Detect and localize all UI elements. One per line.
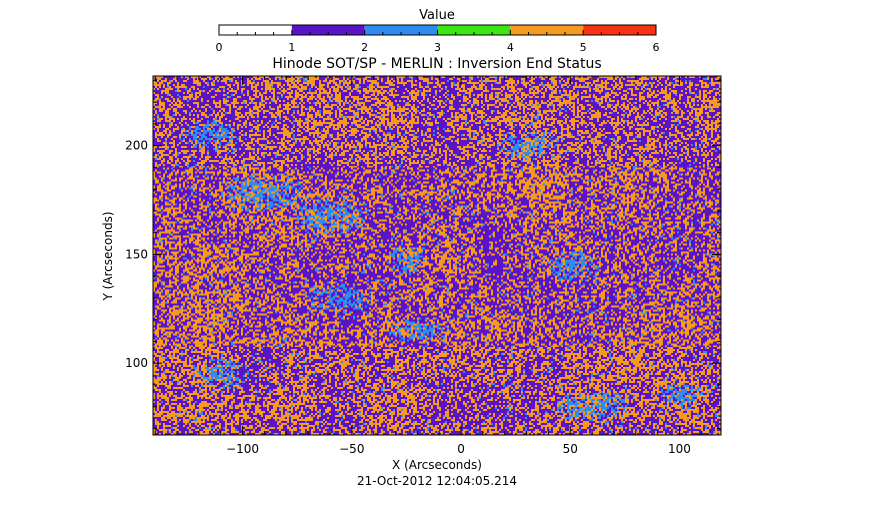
x-tick-label: 0 (457, 442, 465, 456)
colorbar-tick-label: 0 (216, 41, 223, 54)
chart-title: Hinode SOT/SP - MERLIN : Inversion End S… (272, 56, 601, 72)
heatmap-plot (152, 75, 722, 436)
colorbar-bin-4 (510, 25, 584, 35)
y-tick-label: 100 (125, 356, 148, 370)
colorbar-ticks: 0 1 2 3 4 5 6 (216, 30, 660, 54)
colorbar-bin-3 (437, 25, 511, 35)
x-axis-label: X (Arcseconds) (392, 458, 482, 472)
timestamp: 21-Oct-2012 12:04:05.214 (357, 474, 517, 488)
y-axis: 100 150 200 (125, 79, 721, 429)
x-tick-label: −100 (226, 442, 259, 456)
colorbar-title: Value (419, 8, 455, 23)
colorbar-bin-5 (583, 25, 656, 35)
x-tick-label: 50 (563, 442, 578, 456)
colorbar-bin-2 (364, 25, 438, 35)
heatmap-image (153, 76, 721, 435)
y-tick-label: 150 (125, 247, 148, 261)
colorbar-tick-label: 4 (507, 41, 514, 54)
y-tick-label: 200 (125, 139, 148, 153)
x-tick-label: 100 (668, 442, 691, 456)
colorbar-tick-label: 3 (434, 41, 441, 54)
colorbar-tick-label: 5 (580, 41, 587, 54)
colorbar-tick-label: 2 (361, 41, 368, 54)
x-axis: −100 −50 0 50 100 (154, 76, 702, 456)
y-axis-label: Y (Arcseconds) (101, 211, 115, 301)
colorbar-tick-label: 6 (653, 41, 660, 54)
plot-frame (152, 75, 722, 436)
colorbar-bin-0 (219, 25, 292, 35)
colorbar-tick-label: 1 (288, 41, 295, 54)
colorbar-bin-1 (291, 25, 365, 35)
x-tick-label: −50 (339, 442, 364, 456)
colorbar: Value 0 1 2 3 4 5 6 (216, 8, 660, 54)
